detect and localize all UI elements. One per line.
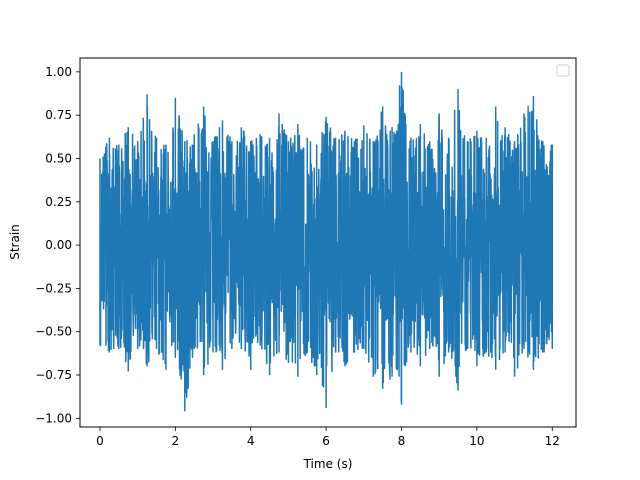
legend-box [556,64,570,77]
y-tick-label: 0.25 [45,195,72,209]
y-axis-label: Strain [8,224,22,260]
y-tick-label: −1.00 [35,411,72,425]
axes-frame [79,57,577,428]
x-axis: 0 2 4 6 8 10 12 [96,427,560,448]
y-tick-label: −0.25 [35,281,72,295]
x-tick-label: 12 [545,434,560,448]
x-tick-label: 8 [398,434,406,448]
series-layer [99,71,554,412]
strain-series-line [99,71,554,412]
y-tick-label: 0.75 [45,108,72,122]
x-tick-label: 4 [247,434,255,448]
y-tick-label: 1.00 [45,65,72,79]
x-tick-label: 0 [96,434,104,448]
x-tick-label: 2 [172,434,180,448]
x-tick-label: 10 [469,434,484,448]
y-tick-label: 0.00 [45,238,72,252]
x-tick-label: 6 [322,434,330,448]
y-tick-label: −0.50 [35,325,72,339]
plot-area [99,71,554,412]
y-axis: −1.00 −0.75 −0.50 −0.25 0.00 0.25 0.50 0.75 1.00 [35,65,80,425]
x-axis-label: Time (s) [303,457,353,471]
y-tick-label: −0.75 [35,368,72,382]
y-tick-label: 0.50 [45,151,72,165]
